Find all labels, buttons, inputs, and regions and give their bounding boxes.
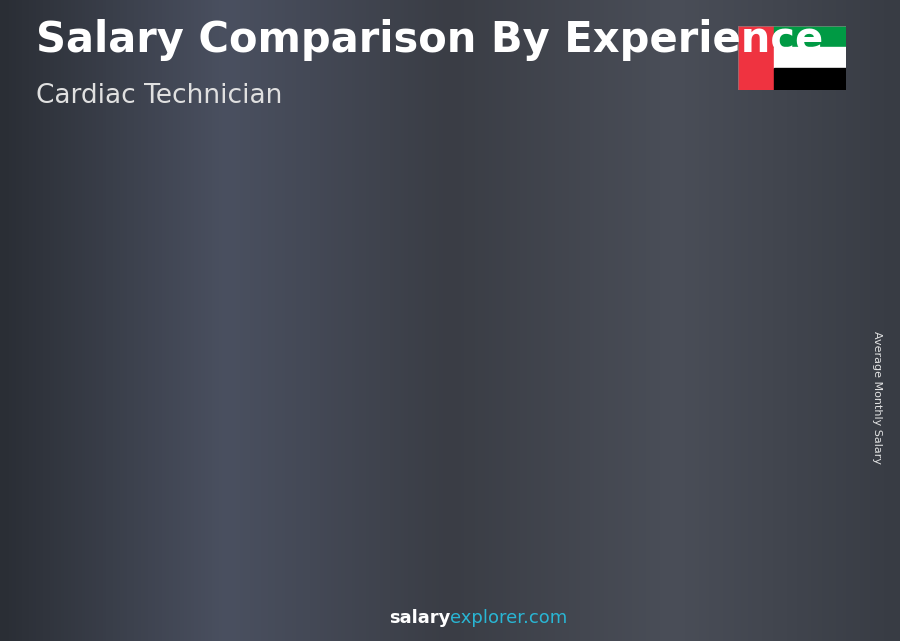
Text: 7,810 AED: 7,810 AED [197, 397, 277, 412]
Bar [774, 69, 846, 90]
Text: 2 to 5: 2 to 5 [208, 599, 266, 618]
Text: +21%: +21% [387, 265, 464, 288]
Text: +9%: +9% [526, 242, 585, 266]
Text: 13,400 AED: 13,400 AED [582, 281, 671, 296]
Bar [74, 456, 141, 577]
Text: Average Monthly Salary: Average Monthly Salary [872, 331, 883, 464]
Text: salary: salary [389, 609, 450, 627]
Text: +34%: +34% [128, 358, 204, 381]
Text: +5%: +5% [655, 228, 716, 252]
Text: 5 to 10: 5 to 10 [331, 599, 402, 618]
Bar [333, 369, 400, 577]
Text: 20+ Years: 20+ Years [706, 599, 807, 618]
Text: Salary Comparison By Experience: Salary Comparison By Experience [36, 19, 824, 62]
Bar [203, 415, 271, 577]
Text: explorer.com: explorer.com [450, 609, 567, 627]
Text: 12,300 AED: 12,300 AED [452, 304, 542, 319]
Bar [774, 26, 846, 47]
Bar [593, 300, 661, 577]
Text: +30%: +30% [257, 310, 334, 334]
Text: 5,820 AED: 5,820 AED [68, 438, 148, 453]
Bar [774, 47, 846, 69]
Text: 10,100 AED: 10,100 AED [322, 349, 412, 365]
Text: 10 to 15: 10 to 15 [455, 599, 538, 618]
Text: 15 to 20: 15 to 20 [585, 599, 669, 618]
Text: 14,100 AED: 14,100 AED [712, 267, 801, 282]
Text: Cardiac Technician: Cardiac Technician [36, 83, 283, 110]
Text: < 2 Years: < 2 Years [59, 599, 155, 618]
Bar [723, 286, 790, 577]
Bar [738, 26, 774, 90]
Bar [464, 323, 531, 577]
